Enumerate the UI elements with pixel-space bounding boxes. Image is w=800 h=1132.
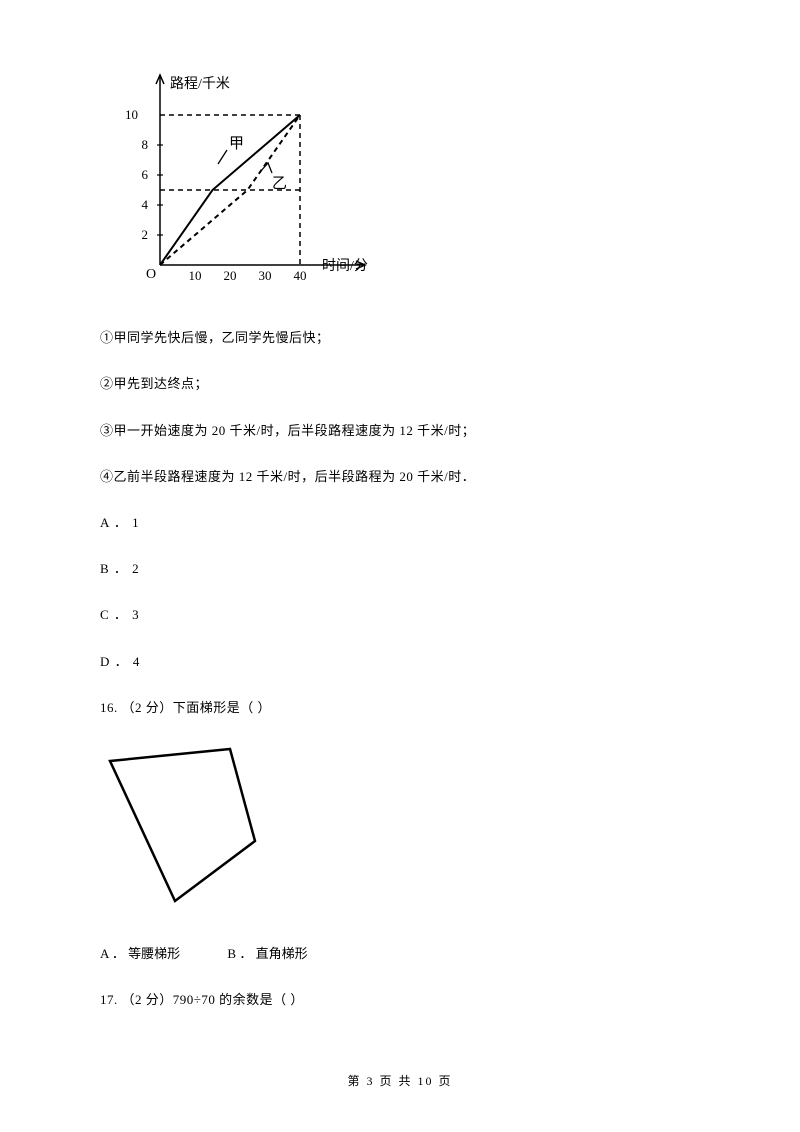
q16-option-a: A ． 等腰梯形	[100, 946, 180, 961]
svg-text:2: 2	[142, 227, 149, 242]
svg-text:甲: 甲	[229, 136, 244, 152]
svg-text:O: O	[146, 267, 156, 282]
svg-text:时间/分: 时间/分	[322, 258, 368, 274]
svg-text:10: 10	[125, 107, 138, 122]
statement-1: ①甲同学先快后慢，乙同学先慢后快；	[100, 329, 700, 347]
svg-text:30: 30	[259, 268, 272, 283]
footer-total-pages: 10	[418, 1074, 434, 1088]
distance-time-chart: 2 4 6 8 10 10 20 30 40 O 甲	[120, 70, 700, 295]
option-d: D ． 4	[100, 653, 700, 671]
option-a: A ． 1	[100, 514, 700, 532]
svg-text:4: 4	[142, 197, 149, 212]
question-16: 16. （2 分）下面梯形是（ ）	[100, 699, 700, 717]
svg-text:40: 40	[294, 268, 307, 283]
statement-2: ②甲先到达终点；	[100, 375, 700, 393]
svg-text:6: 6	[142, 167, 149, 182]
question-16-options: A ． 等腰梯形 B ． 直角梯形	[100, 945, 700, 963]
option-c: C ． 3	[100, 606, 700, 624]
footer-current-page: 3	[366, 1074, 374, 1088]
footer-suffix: 页	[439, 1074, 453, 1088]
page-content: 2 4 6 8 10 10 20 30 40 O 甲	[0, 0, 800, 1009]
footer-prefix: 第	[347, 1074, 361, 1088]
page-footer: 第 3 页 共 10 页	[0, 1073, 800, 1090]
svg-text:20: 20	[224, 268, 237, 283]
svg-text:乙: 乙	[272, 176, 287, 192]
statement-4: ④乙前半段路程速度为 12 千米/时，后半段路程为 20 千米/时．	[100, 468, 700, 486]
option-b: B ． 2	[100, 560, 700, 578]
footer-middle: 页 共	[379, 1074, 412, 1088]
svg-text:路程/千米: 路程/千米	[170, 76, 230, 92]
svg-text:10: 10	[189, 268, 202, 283]
q16-option-b: B ． 直角梯形	[227, 946, 307, 961]
question-17: 17. （2 分）790÷70 的余数是（ ）	[100, 991, 700, 1009]
statement-3: ③甲一开始速度为 20 千米/时，后半段路程速度为 12 千米/时；	[100, 422, 700, 440]
svg-text:8: 8	[142, 137, 149, 152]
trapezoid-figure	[100, 741, 700, 921]
